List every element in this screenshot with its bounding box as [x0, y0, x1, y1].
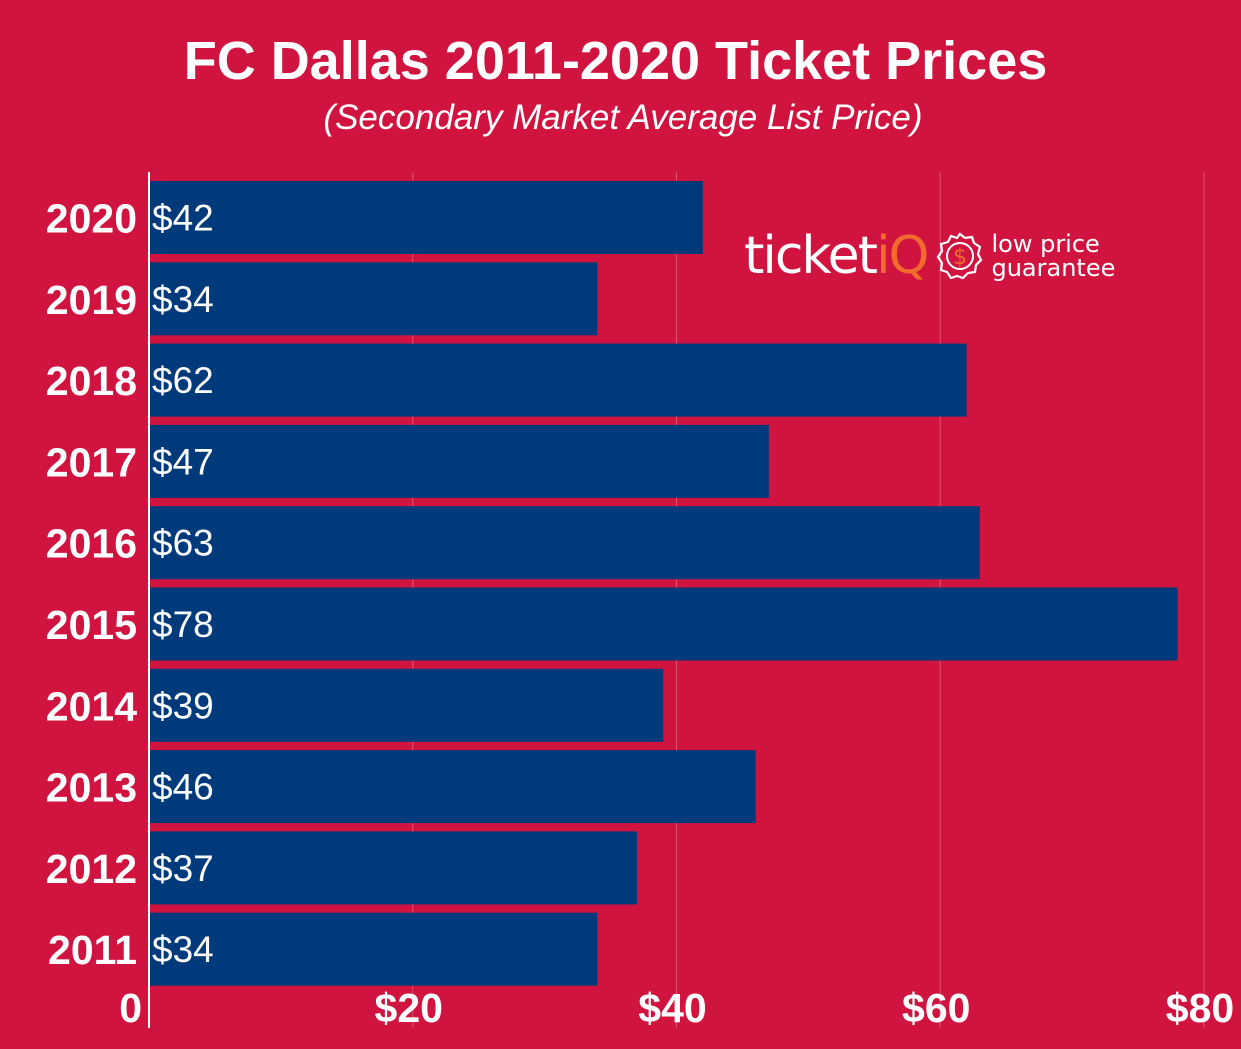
shield-dollar-icon: $: [937, 232, 983, 280]
value-label-2013: $46: [152, 767, 214, 808]
x-tick-label-80: $80: [1166, 985, 1234, 1031]
value-label-2014: $39: [152, 685, 214, 726]
category-label-2018: 2018: [46, 358, 137, 404]
category-label-2016: 2016: [46, 521, 137, 567]
logo-wordmark: ticketiQ: [744, 230, 929, 282]
bar-2011: [149, 912, 598, 986]
value-labels: $42 $34 $62 $47 $63 $78 $39 $46 $37 $34: [152, 198, 214, 971]
category-label-2017: 2017: [46, 439, 137, 485]
category-label-2014: 2014: [46, 683, 137, 729]
bar-2013: [149, 750, 756, 824]
logo-word-accent: iQ: [876, 226, 929, 286]
category-label-2013: 2013: [46, 765, 137, 811]
tagline-line-2: guarantee: [991, 254, 1116, 282]
category-label-2015: 2015: [46, 602, 137, 648]
x-tick-labels: 0 $20 $40 $60 $80: [119, 985, 1234, 1031]
category-label-2012: 2012: [46, 846, 137, 892]
chart-subtitle: (Secondary Market Average List Price): [323, 98, 923, 137]
value-label-2011: $34: [152, 929, 214, 970]
ticketiq-logo: ticketiQ $ low price guarantee: [744, 226, 1115, 286]
value-label-2018: $62: [152, 360, 214, 401]
value-label-2020: $42: [152, 198, 214, 239]
category-label-2019: 2019: [46, 277, 137, 323]
x-tick-label-0: 0: [119, 985, 142, 1031]
x-tick-label-40: $40: [638, 985, 706, 1031]
bar-2014: [149, 668, 664, 742]
category-label-2011: 2011: [48, 927, 137, 973]
value-label-2017: $47: [152, 441, 214, 482]
bar-2015: [149, 587, 1178, 661]
value-label-2015: $78: [152, 604, 214, 645]
value-label-2012: $37: [152, 848, 214, 889]
category-label-2020: 2020: [46, 196, 137, 242]
value-label-2019: $34: [152, 279, 214, 320]
bars: [149, 181, 1178, 986]
logo-tagline: low price guarantee: [991, 232, 1115, 280]
bar-2020: [149, 181, 703, 254]
seal-dollar-sign: $: [953, 245, 967, 270]
bar-2012: [149, 831, 637, 905]
x-tick-label-60: $60: [902, 985, 970, 1031]
value-label-2016: $63: [152, 523, 214, 564]
bar-2017: [149, 424, 769, 498]
tagline-line-1: low price: [991, 230, 1100, 258]
bar-2016: [149, 506, 980, 580]
logo-word-main: ticket: [744, 226, 878, 286]
chart-title: FC Dallas 2011-2020 Ticket Prices: [183, 31, 1048, 91]
bar-2018: [149, 343, 967, 417]
bar-2019: [149, 262, 598, 336]
x-tick-label-20: $20: [375, 985, 443, 1031]
category-labels: 2020 2019 2018 2017 2016 2015 2014 2013 2012 2011: [46, 196, 137, 974]
